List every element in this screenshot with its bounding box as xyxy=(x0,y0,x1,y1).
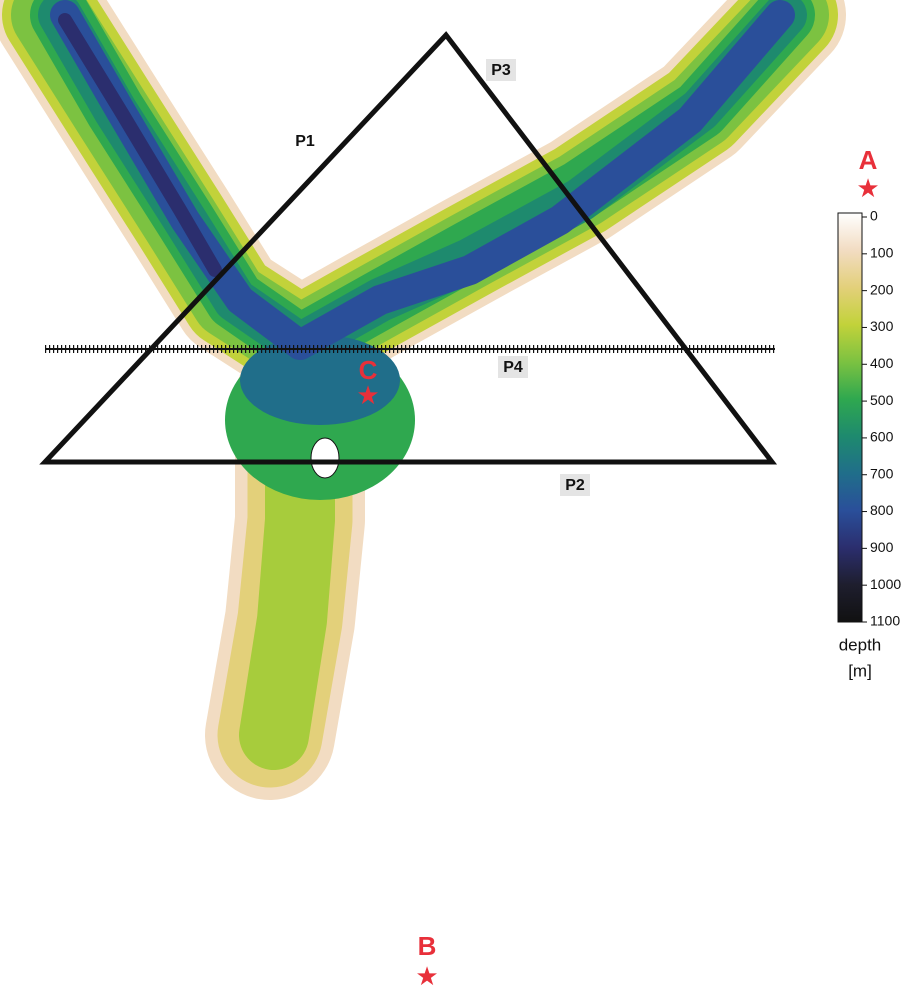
profile-label: P2 xyxy=(565,477,585,494)
profile-label: P1 xyxy=(295,133,315,150)
site-label: B xyxy=(418,931,437,961)
profile-label: P4 xyxy=(503,359,523,376)
layer xyxy=(58,13,222,277)
colorbar-tick-label: 300 xyxy=(870,318,894,334)
colorbar-tick-label: 100 xyxy=(870,245,894,261)
profile-label: P3 xyxy=(491,62,511,79)
colorbar-tick-label: 1000 xyxy=(870,576,901,592)
colorbar-tick-label: 1100 xyxy=(870,613,900,629)
colorbar-tick-label: 600 xyxy=(870,429,894,445)
label-bg xyxy=(486,59,516,81)
site-label: A xyxy=(859,145,878,175)
colorbar-tick-label: 0 xyxy=(870,208,878,224)
colorbar xyxy=(837,212,863,623)
label-bg xyxy=(498,356,528,378)
layer xyxy=(240,335,400,425)
colorbar-tick-label: 200 xyxy=(870,281,894,297)
colorbar-tick-label: 400 xyxy=(870,355,894,371)
colorbar-label: [m] xyxy=(848,661,872,680)
profile-triangle xyxy=(39,31,778,465)
colorbar-tick-label: 800 xyxy=(870,502,894,518)
colorbar-tick-label: 700 xyxy=(870,465,894,481)
label-bg xyxy=(560,474,590,496)
colorbar-tick-label: 900 xyxy=(870,539,894,555)
site-star: ★ xyxy=(415,961,438,991)
site-star: ★ xyxy=(856,173,879,203)
island xyxy=(310,437,340,479)
colorbar-label: depth xyxy=(839,635,882,654)
lake-body xyxy=(0,0,846,800)
colorbar-tick-label: 500 xyxy=(870,392,894,408)
contour-layers xyxy=(0,0,846,800)
site-star: ★ xyxy=(356,380,379,410)
site-label: C xyxy=(359,355,378,385)
